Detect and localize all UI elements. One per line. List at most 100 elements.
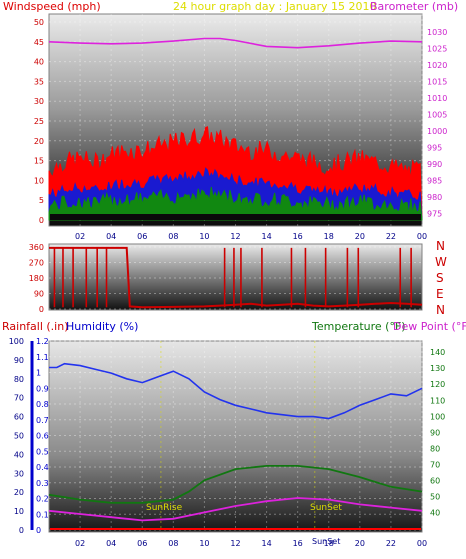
wind-y-tick-3: 15 [34,157,44,166]
temp-y-tick-7: 110 [430,396,445,405]
rain-y-tick-0: 0 [36,526,41,535]
dir-label-e: E [436,287,444,301]
humidity-y-tick-6: 60 [14,413,24,422]
hum-x-tick-1: 04 [106,539,116,548]
wind-y-tick-6: 30 [34,97,44,106]
hum-x-tick-10: 22 [386,539,396,548]
baro-y-tick-7: 1010 [427,94,447,103]
hum-x-tick-5: 12 [230,539,240,548]
dir-label-s: S [436,271,444,285]
baro-y-tick-9: 1020 [427,61,447,70]
dir-label-w: W [435,255,447,269]
sunset-label: SunSet [310,503,342,513]
temp-y-tick-2: 60 [430,476,440,485]
baro-y-tick-6: 1005 [427,110,447,119]
humidity-y-tick-7: 70 [14,394,24,403]
rainfall-axis-title: Rainfall (.in) [2,320,69,333]
dir-y-tick-0: 0 [39,305,44,314]
barometer-line [48,37,423,49]
axis-layer: 0510152025303540455097598098599099510001… [9,18,448,548]
humidity-y-tick-2: 20 [14,488,24,497]
hum-x-tick-6: 14 [261,539,271,548]
temp-y-tick-10: 140 [430,348,445,357]
temp-y-tick-4: 80 [430,444,440,453]
rain-y-tick-10: 1 [36,369,41,378]
direction-panel-bg [48,243,423,311]
temp-y-tick-6: 100 [430,412,445,421]
dewpoint-axis-title: Dew Point (°F) [393,320,466,333]
wind-x-tick-2: 06 [137,232,147,241]
wind-y-tick-9: 45 [34,38,44,47]
hum-x-tick-3: 08 [168,539,178,548]
barometer-axis-title: Barometer (mb) [370,0,458,13]
sunset-x-label: SunSet [312,537,340,546]
wind-x-tick-9: 20 [355,232,365,241]
humidity-y-tick-8: 80 [14,375,24,384]
hum-x-tick-2: 06 [137,539,147,548]
sunrise-label: SunRise [146,503,183,513]
dir-y-tick-3: 270 [29,259,44,268]
dir-y-tick-1: 90 [34,290,44,299]
graph-date-title: 24 hour graph day : January 15 2010 [173,0,377,13]
wind-y-tick-10: 50 [34,18,44,27]
baro-y-tick-1: 980 [427,193,442,202]
temp-y-tick-9: 130 [430,364,445,373]
baro-y-tick-4: 995 [427,143,442,152]
wind-x-tick-5: 12 [230,232,240,241]
baro-y-tick-2: 985 [427,176,442,185]
temp-y-tick-1: 50 [430,492,440,501]
temp-y-tick-5: 90 [430,428,440,437]
humidity-y-tick-4: 40 [14,450,24,459]
rain-y-tick-9: 0.9 [36,384,49,393]
rain-y-tick-6: 0.6 [36,432,49,441]
temp-y-tick-8: 120 [430,380,445,389]
rain-y-tick-1: 0.1 [36,510,49,519]
wind-x-tick-4: 10 [199,232,209,241]
dewpoint-line [48,497,423,522]
wind-y-tick-0: 0 [39,216,44,225]
baro-y-tick-3: 990 [427,160,442,169]
rain-y-tick-11: 1.1 [36,353,49,362]
windspeed-low-area [48,186,423,221]
wind-y-tick-4: 20 [34,137,44,146]
temperature-line [48,465,423,504]
dir-label-n-top: N [436,239,445,253]
rain-y-tick-12: 1.2 [36,337,49,346]
baro-y-tick-5: 1000 [427,127,447,136]
wind-x-tick-6: 14 [261,232,271,241]
wind-x-tick-1: 04 [106,232,116,241]
dir-label-n-bottom: N [436,303,445,317]
wind-x-tick-11: 00 [417,232,427,241]
hum-x-tick-9: 20 [355,539,365,548]
rain-y-tick-2: 0.2 [36,495,49,504]
humidity-y-tick-3: 30 [14,469,24,478]
baro-y-tick-11: 1030 [427,28,447,37]
series-layer [48,37,423,530]
wind-direction-line [49,246,423,309]
temp-y-tick-0: 40 [430,508,440,517]
rain-y-tick-7: 0.7 [36,416,49,425]
wind-x-tick-10: 22 [386,232,396,241]
baro-y-tick-8: 1015 [427,77,447,86]
dir-y-tick-2: 180 [29,274,44,283]
humidity-line [49,362,423,420]
windspeed-axis-title: Windspeed (mph) [3,0,101,13]
rain-y-tick-8: 0.8 [36,400,49,409]
wind-x-tick-7: 16 [293,232,303,241]
wind-x-tick-3: 08 [168,232,178,241]
temperature-axis-title: Temperature (°F) [311,320,406,333]
wind-y-tick-2: 10 [34,176,44,185]
humidity-y-tick-0: 0 [19,526,24,535]
hum-x-tick-11: 00 [417,539,427,548]
wind-y-tick-8: 40 [34,58,44,67]
baro-y-tick-10: 1025 [427,44,447,53]
humidity-y-tick-9: 90 [14,356,24,365]
humidity-y-tick-10: 100 [9,337,24,346]
dir-y-tick-4: 360 [29,243,44,252]
humidity-y-tick-1: 10 [14,507,24,516]
rain-y-tick-5: 0.5 [36,447,49,456]
wind-y-tick-5: 25 [34,117,44,126]
hum-x-tick-0: 02 [75,539,85,548]
wind-x-tick-0: 02 [75,232,85,241]
